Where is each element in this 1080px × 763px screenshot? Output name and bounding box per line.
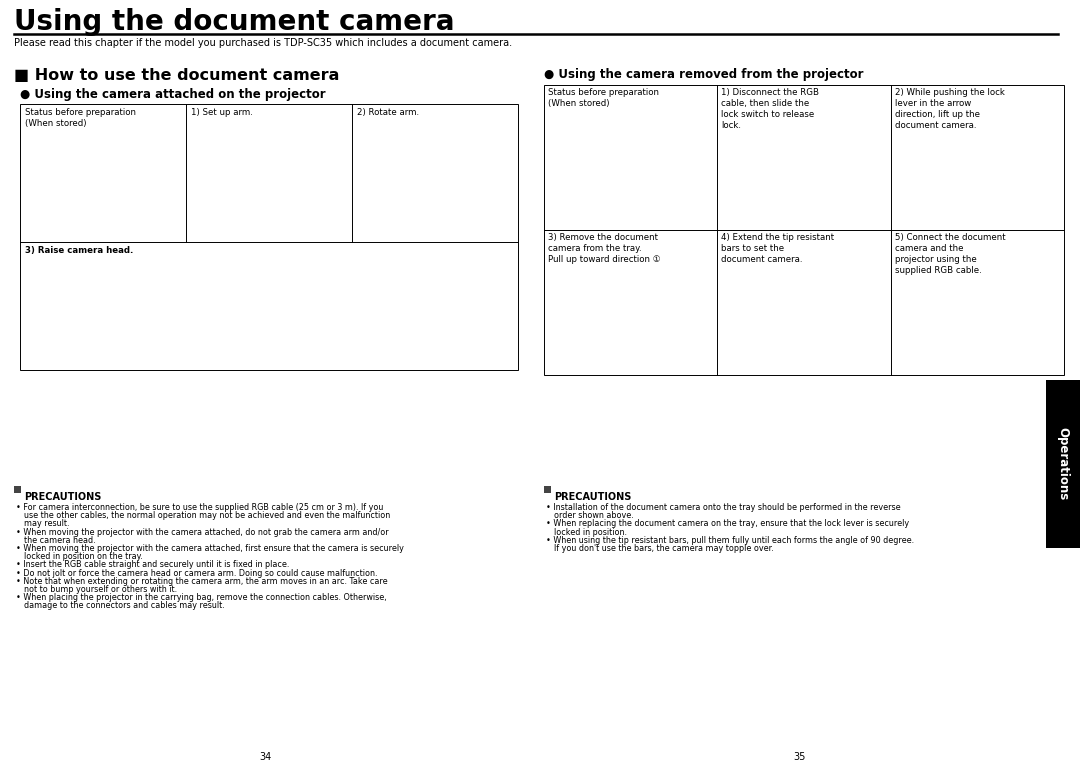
Text: may result.: may result. [24,520,69,529]
Bar [544,486,551,493]
Text: • When moving the projector with the camera attached, do not grab the camera arm: • When moving the projector with the cam… [16,527,389,536]
Text: 2) While pushing the lock
lever in the arrow
direction, lift up the
document cam: 2) While pushing the lock lever in the a… [894,88,1004,130]
Text: damage to the connectors and cables may result.: damage to the connectors and cables may … [24,601,225,610]
Text: • For camera interconnection, be sure to use the supplied RGB cable (25 cm or 3 : • For camera interconnection, be sure to… [16,503,383,512]
Text: 1) Set up arm.: 1) Set up arm. [191,108,253,117]
Text: PRECAUTIONS: PRECAUTIONS [24,492,102,502]
Text: ■ How to use the document camera: ■ How to use the document camera [14,68,339,83]
Bar [1047,380,1080,548]
Text: • When placing the projector in the carrying bag, remove the connection cables. : • When placing the projector in the carr… [16,593,387,602]
Bar [21,104,518,370]
Text: • When moving the projector with the camera attached, first ensure that the came: • When moving the projector with the cam… [16,544,404,553]
Text: Status before preparation
(When stored): Status before preparation (When stored) [548,88,659,108]
Text: Please read this chapter if the model you purchased is TDP-SC35 which includes a: Please read this chapter if the model yo… [14,38,512,48]
Text: locked in position on the tray.: locked in position on the tray. [24,552,143,562]
Text: 3) Remove the document
camera from the tray.
Pull up toward direction ①: 3) Remove the document camera from the t… [548,233,661,264]
Text: If you don't use the bars, the camera may topple over.: If you don't use the bars, the camera ma… [554,544,773,553]
Text: • When using the tip resistant bars, pull them fully until each forms the angle : • When using the tip resistant bars, pul… [546,536,914,545]
Bar [544,85,1064,375]
Text: 2) Rotate arm.: 2) Rotate arm. [357,108,419,117]
Text: order shown above.: order shown above. [554,511,634,520]
Text: 5) Connect the document
camera and the
projector using the
supplied RGB cable.: 5) Connect the document camera and the p… [894,233,1005,275]
Text: use the other cables, the normal operation may not be achieved and even the malf: use the other cables, the normal operati… [24,511,390,520]
Text: Using the document camera: Using the document camera [14,8,455,36]
Text: PRECAUTIONS: PRECAUTIONS [554,492,632,502]
Bar [14,486,21,493]
Text: 35: 35 [794,752,806,762]
Text: • Installation of the document camera onto the tray should be performed in the r: • Installation of the document camera on… [546,503,901,512]
Text: ● Using the camera attached on the projector: ● Using the camera attached on the proje… [21,88,326,101]
Text: 4) Extend the tip resistant
bars to set the
document camera.: 4) Extend the tip resistant bars to set … [721,233,835,264]
Text: locked in position.: locked in position. [554,527,627,536]
Text: • When replacing the document camera on the tray, ensure that the lock lever is : • When replacing the document camera on … [546,520,909,529]
Text: Operations: Operations [1056,427,1069,501]
Text: • Insert the RGB cable straight and securely until it is fixed in place.: • Insert the RGB cable straight and secu… [16,560,289,569]
Text: ● Using the camera removed from the projector: ● Using the camera removed from the proj… [544,68,864,81]
Text: the camera head.: the camera head. [24,536,96,545]
Text: 1) Disconnect the RGB
cable, then slide the
lock switch to release
lock.: 1) Disconnect the RGB cable, then slide … [721,88,820,130]
Text: 3) Raise camera head.: 3) Raise camera head. [25,246,133,255]
Text: 34: 34 [259,752,271,762]
Text: • Do not jolt or force the camera head or camera arm. Doing so could cause malfu: • Do not jolt or force the camera head o… [16,568,378,578]
Text: Status before preparation
(When stored): Status before preparation (When stored) [25,108,136,128]
Text: • Note that when extending or rotating the camera arm, the arm moves in an arc. : • Note that when extending or rotating t… [16,577,388,586]
Text: not to bump yourself or others with it.: not to bump yourself or others with it. [24,585,177,594]
